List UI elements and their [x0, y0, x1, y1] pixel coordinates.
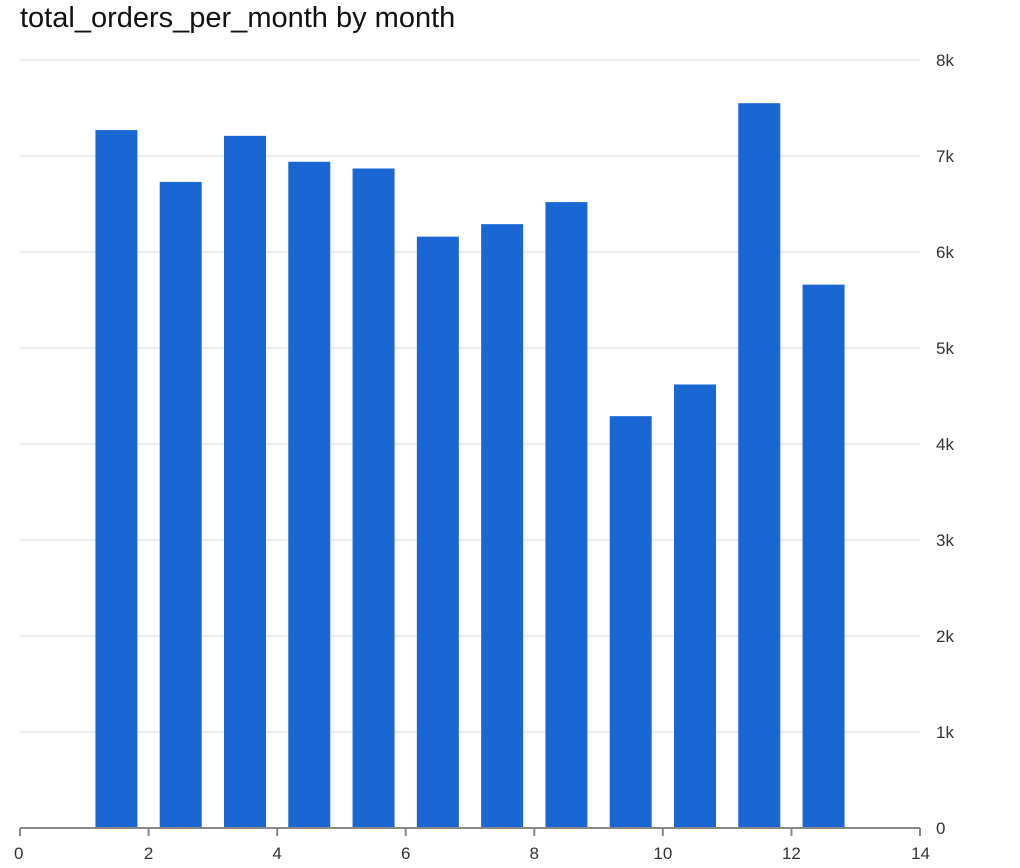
y-tick-label: 2k [936, 627, 954, 646]
y-tick-label: 1k [936, 723, 954, 742]
y-tick-label: 8k [936, 51, 954, 70]
bar [288, 161, 331, 828]
bar [674, 384, 716, 828]
bar [352, 168, 395, 829]
bar [416, 236, 459, 828]
x-tick-label: 0 [14, 844, 23, 863]
bar [95, 130, 138, 828]
bar [224, 135, 266, 829]
bar [802, 284, 845, 828]
y-tick-label: 5k [936, 339, 954, 358]
x-tick-label: 14 [911, 844, 930, 863]
y-tick-label: 4k [936, 435, 954, 454]
bars [95, 103, 845, 829]
bar [481, 224, 524, 828]
x-tick-label: 6 [401, 844, 410, 863]
bar [738, 103, 781, 828]
y-tick-label: 3k [936, 531, 954, 550]
gridlines [20, 59, 920, 733]
bar [609, 416, 652, 828]
chart-title: total_orders_per_month by month [20, 2, 456, 34]
x-tick-label: 4 [272, 844, 281, 863]
y-tick-label: 7k [936, 147, 954, 166]
y-tick-label: 6k [936, 243, 954, 262]
bar [545, 202, 588, 828]
y-axis-ticks: 0 1k 2k 3k 4k 5k 6k 7k 8k [936, 51, 954, 838]
x-tick-label: 8 [530, 844, 539, 863]
x-tick-label: 10 [653, 844, 672, 863]
x-tick-label: 12 [782, 844, 801, 863]
bar [159, 181, 202, 829]
y-tick-label: 0 [936, 819, 945, 838]
x-axis-ticks: 0 2 4 6 8 10 12 14 [14, 828, 930, 863]
x-tick-label: 2 [144, 844, 153, 863]
